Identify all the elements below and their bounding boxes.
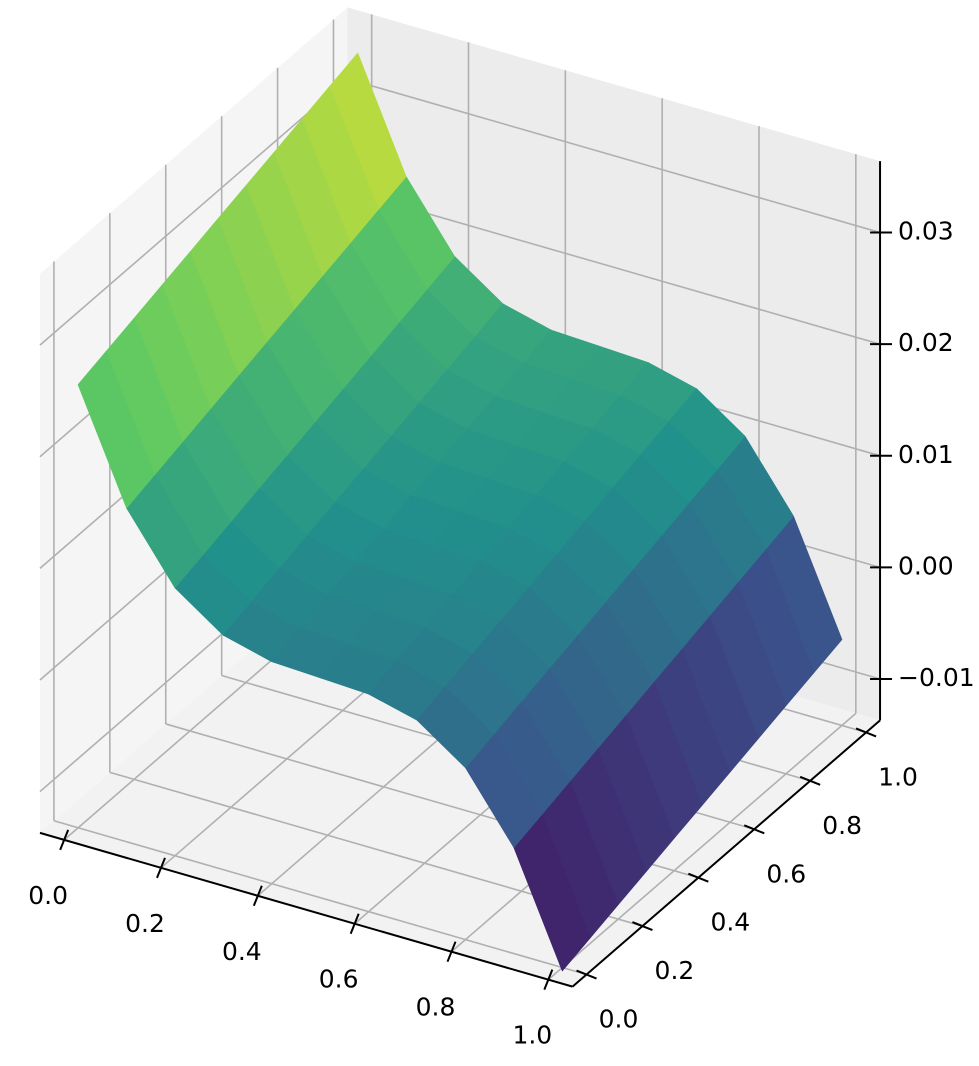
- x-tick-label: 0.0: [28, 881, 68, 910]
- x-axis: [39, 831, 573, 988]
- grid-line: [347, 78, 881, 234]
- tick-mark: [252, 885, 263, 907]
- tick-mark: [349, 913, 360, 935]
- y-tick-label: 0.8: [822, 811, 862, 840]
- tick-mark: [687, 872, 709, 883]
- z-tick-label: 0.02: [898, 328, 954, 357]
- tick-mark: [632, 921, 653, 932]
- x-tick-label: 0.2: [125, 909, 165, 938]
- x-tick-label: 0.8: [416, 993, 456, 1022]
- grid-line: [39, 78, 348, 346]
- grid-line: [347, 189, 881, 345]
- y-tick-label: 0.6: [766, 859, 806, 888]
- tick-mark: [799, 775, 821, 786]
- surface-patch: [77, 351, 155, 509]
- grid-line: [547, 712, 857, 981]
- y-tick-label: 0.4: [710, 908, 750, 937]
- y-axis: [571, 719, 881, 988]
- y-tick-label: 0.0: [599, 1005, 639, 1034]
- tick-mark: [543, 969, 554, 991]
- tick-mark: [855, 727, 877, 738]
- z-tick-label: 0.00: [898, 551, 954, 580]
- z-tick-label: −0.01: [898, 663, 975, 692]
- x-tick-label: 0.4: [222, 937, 262, 966]
- tick-mark: [446, 941, 457, 963]
- y-tick-label: 1.0: [878, 762, 918, 791]
- grid-line: [53, 820, 587, 976]
- tick-mark: [59, 829, 70, 851]
- z-tick-label: 0.03: [898, 217, 954, 246]
- x-tick-label: 1.0: [512, 1021, 552, 1050]
- z-tick-label: 0.01: [898, 440, 954, 469]
- surface-patch: [416, 686, 494, 769]
- tick-mark: [576, 969, 597, 980]
- tick-mark: [743, 824, 765, 835]
- y-tick-label: 0.2: [655, 956, 695, 985]
- x-tick-label: 0.6: [319, 965, 359, 994]
- tick-mark: [156, 857, 166, 879]
